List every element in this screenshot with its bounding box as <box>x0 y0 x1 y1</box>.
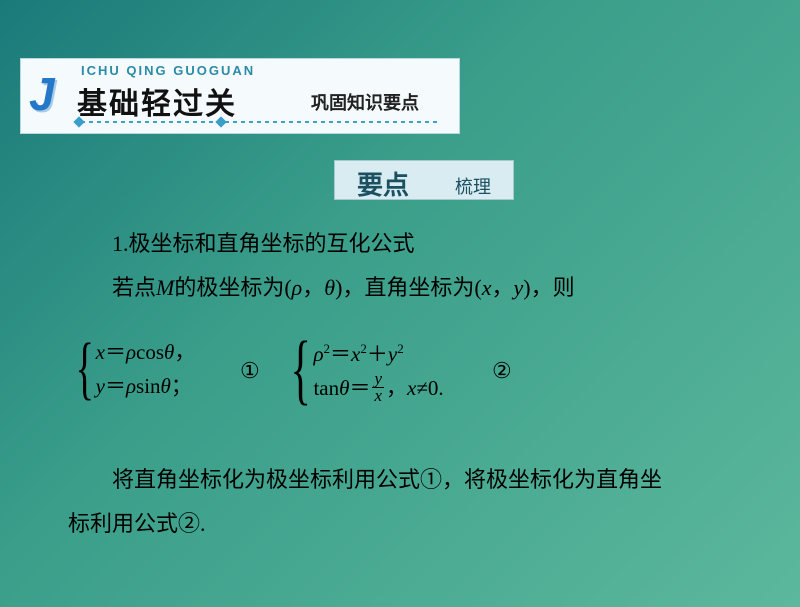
v: x <box>407 376 416 400</box>
bottom-text: 将直角坐标化为极坐标利用公式①，将极坐标化为直角坐 标利用公式②. <box>68 458 744 546</box>
v: x <box>96 340 105 364</box>
body-line-1: 1.极坐标和直角坐标的互化公式 <box>68 222 744 266</box>
var-rho: ρ <box>292 275 303 300</box>
sub-badge-sub: 梳理 <box>455 173 491 199</box>
p: ， <box>174 340 195 364</box>
formula-group-1: { x＝ρcosθ， y＝ρsinθ； <box>68 334 195 404</box>
body-text: 1.极坐标和直角坐标的互化公式 若点M的极坐标为(ρ，θ)，直角坐标为(x，y)… <box>68 222 744 310</box>
fn: cos <box>136 340 164 364</box>
header-pinyin: ICHU QING GUOGUAN <box>81 63 255 78</box>
header-subtitle: 巩固知识要点 <box>311 89 419 115</box>
t: ， <box>491 275 513 300</box>
t: 若点 <box>112 275 156 300</box>
sub-badge-main: 要点 <box>357 165 409 202</box>
v: ρ <box>126 374 136 398</box>
t: ， <box>302 275 324 300</box>
v: ρ <box>313 342 323 366</box>
t: )，直角坐标为( <box>335 275 482 300</box>
header-decor-line <box>81 121 441 123</box>
sub-badge: 要点 梳理 <box>334 160 514 200</box>
fn: sin <box>136 374 161 398</box>
eqs-2: ρ2＝x2＋y2 tanθ＝yx，x≠0. <box>313 332 443 407</box>
eq-y: y＝ρsinθ； <box>96 369 196 403</box>
header-j-icon: J <box>29 67 55 121</box>
left-brace-icon: { <box>76 334 94 404</box>
op: ＝ <box>105 340 126 364</box>
op: ＝ <box>330 342 351 366</box>
v: x <box>351 342 360 366</box>
p: ， <box>386 376 407 400</box>
eqs-1: x＝ρcosθ， y＝ρsinθ； <box>96 335 196 403</box>
var-y: y <box>514 275 524 300</box>
marker-2: ② <box>492 358 512 384</box>
p: ≠0. <box>416 376 443 400</box>
header-banner: ICHU QING GUOGUAN J 基础轻过关 巩固知识要点 <box>20 58 460 134</box>
op: ＝ <box>349 376 370 400</box>
eq-rho2: ρ2＝x2＋y2 <box>313 332 443 371</box>
t: 的极坐标为( <box>174 275 291 300</box>
fraction: yx <box>372 371 384 404</box>
marker-1: ① <box>240 358 260 384</box>
v: y <box>388 342 397 366</box>
op: ＋ <box>367 342 388 366</box>
var-theta: θ <box>324 275 335 300</box>
v: θ <box>164 340 174 364</box>
bottom-line-2: 标利用公式②. <box>68 502 744 546</box>
formula-group-2: { ρ2＝x2＋y2 tanθ＝yx，x≠0. <box>282 330 444 408</box>
frac-den: x <box>372 388 384 404</box>
op: ＝ <box>105 374 126 398</box>
v: y <box>96 374 105 398</box>
t: )，则 <box>523 275 574 300</box>
formula-block: { x＝ρcosθ， y＝ρsinθ； ① { ρ2＝x2＋y2 tanθ＝yx… <box>68 326 744 416</box>
p: ； <box>171 374 192 398</box>
left-brace-icon: { <box>290 330 311 408</box>
v: θ <box>161 374 171 398</box>
body-line-2: 若点M的极坐标为(ρ，θ)，直角坐标为(x，y)，则 <box>68 266 744 310</box>
sup: 2 <box>397 341 404 356</box>
fn: tan <box>313 376 339 400</box>
bottom-line-1: 将直角坐标化为极坐标利用公式①，将极坐标化为直角坐 <box>68 458 744 502</box>
eq-tan: tanθ＝yx，x≠0. <box>313 371 443 407</box>
eq-x: x＝ρcosθ， <box>96 335 196 369</box>
header-title: 基础轻过关 <box>77 79 237 123</box>
v: θ <box>339 376 349 400</box>
v: ρ <box>126 340 136 364</box>
var-M: M <box>156 275 174 300</box>
